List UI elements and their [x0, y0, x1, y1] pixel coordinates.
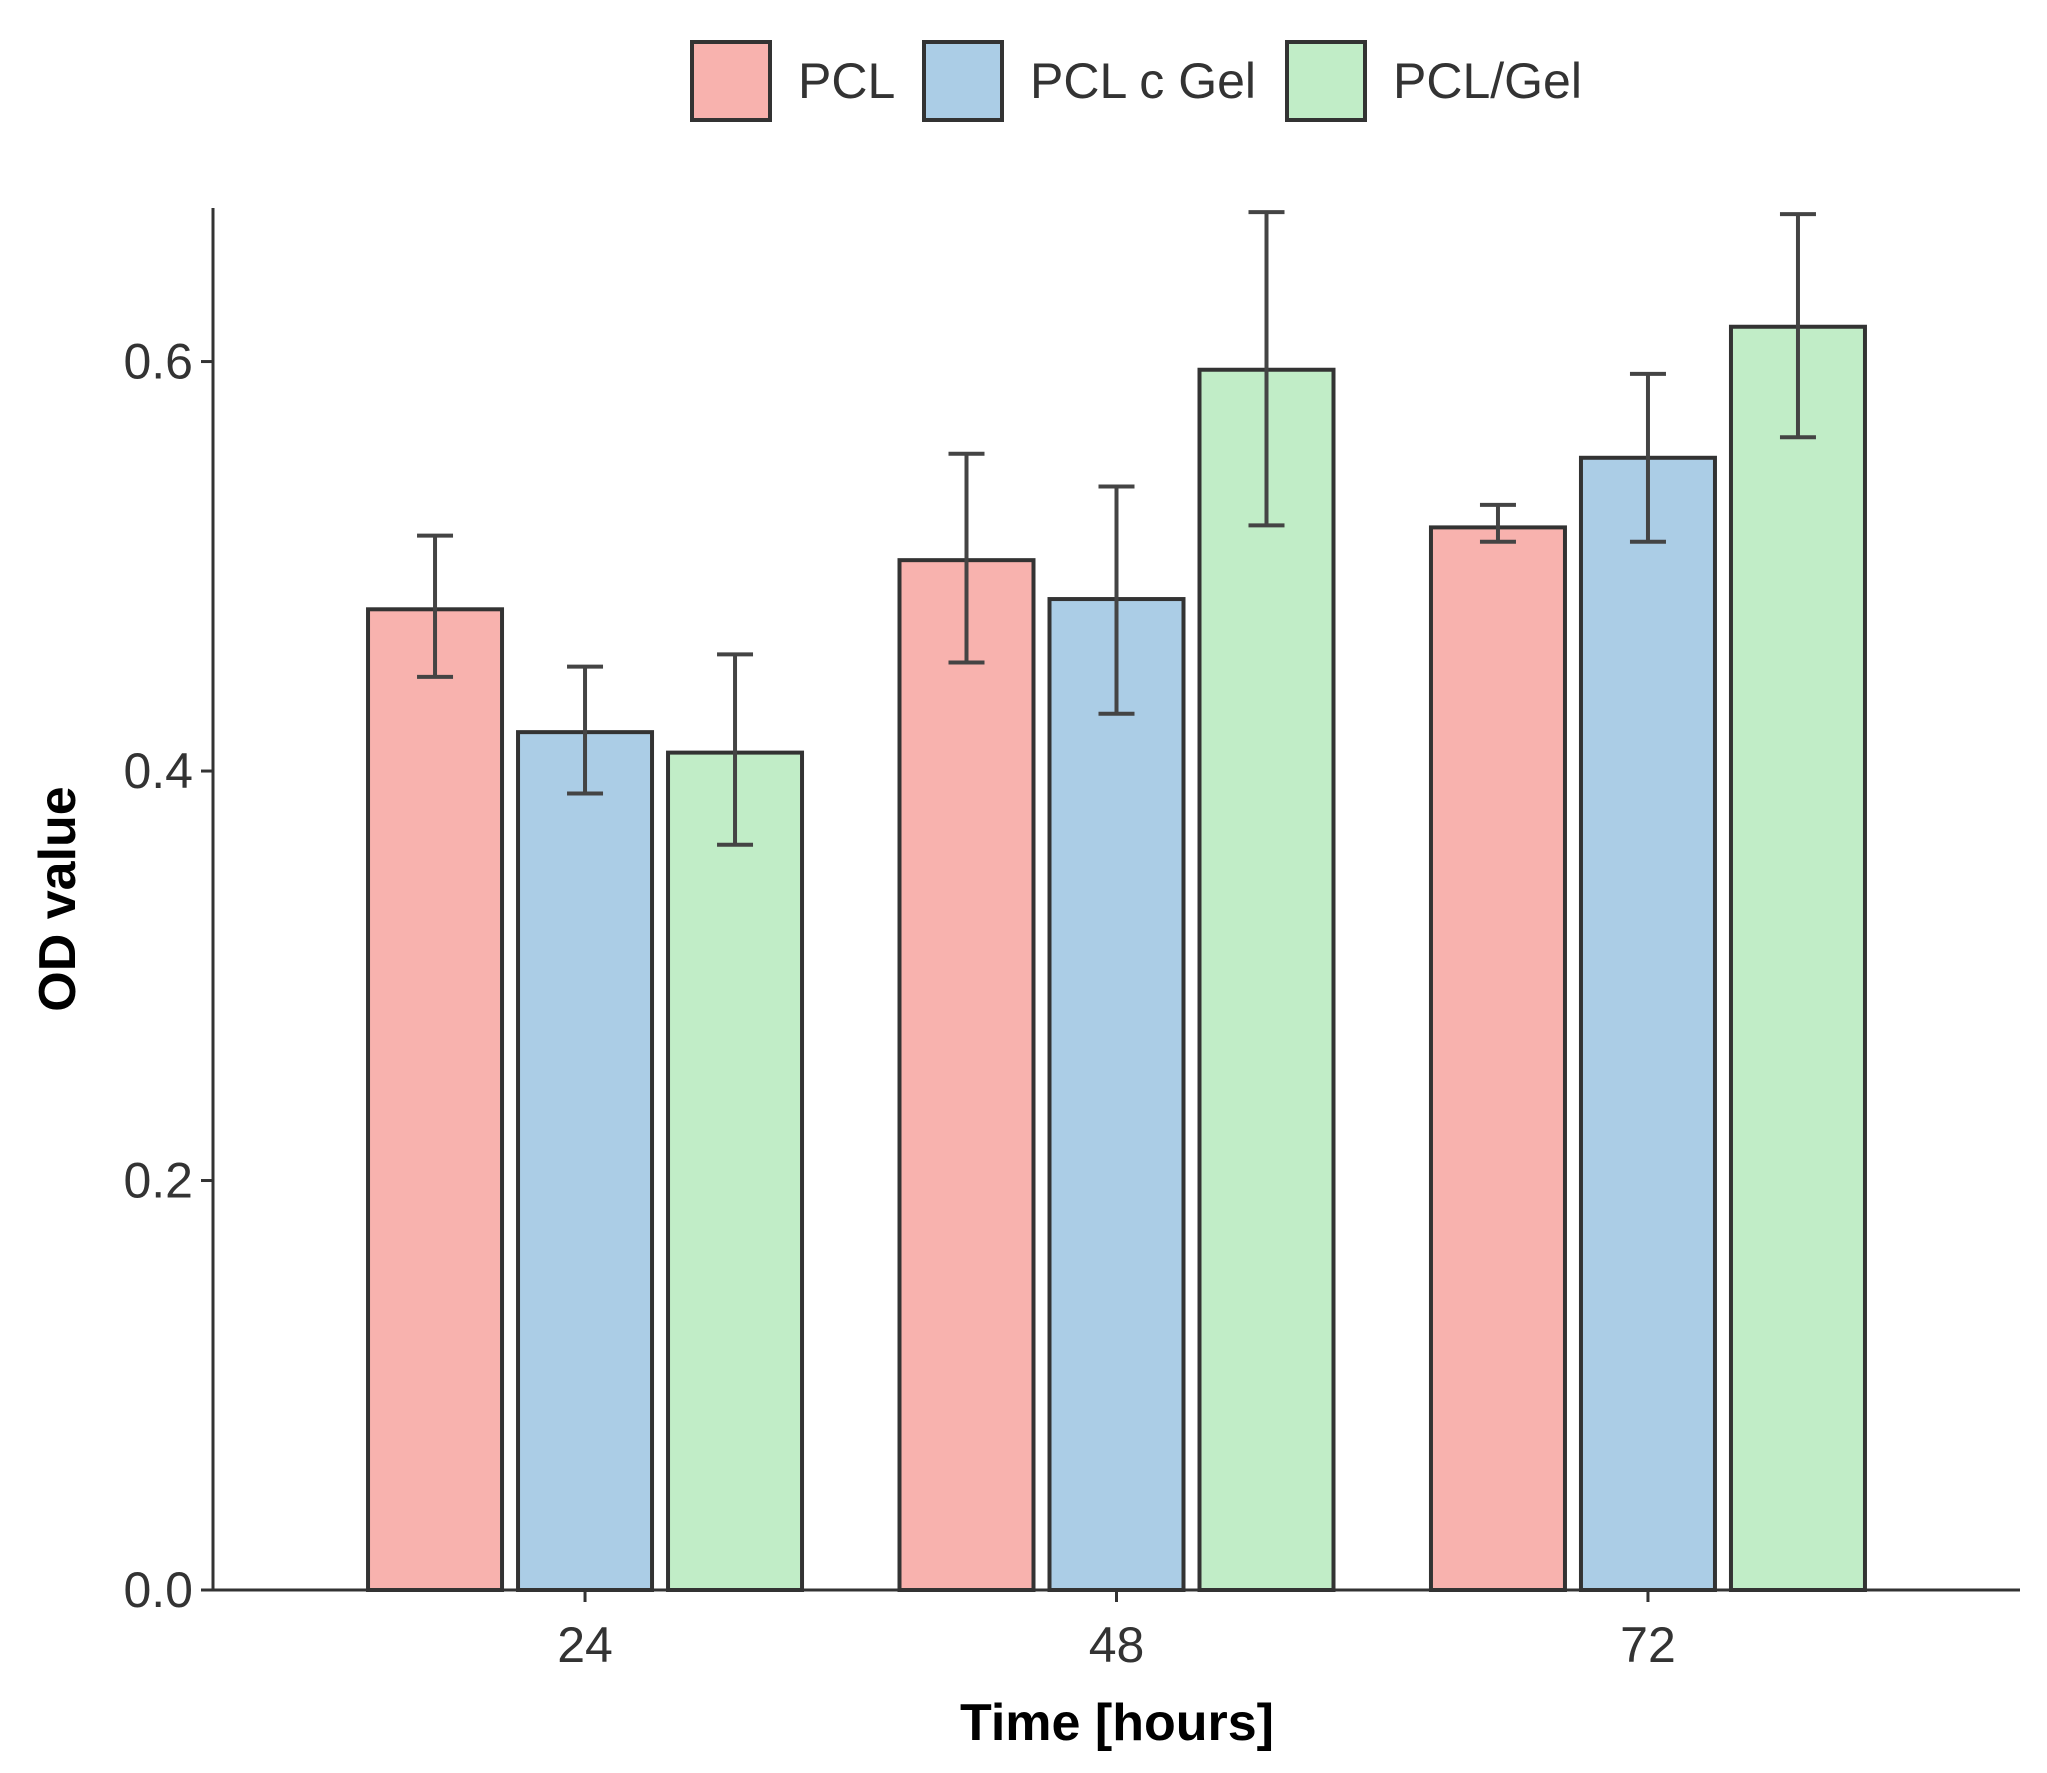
y-tick-label: 0.6 — [123, 334, 193, 390]
error-bars — [417, 210, 1816, 847]
x-axis-title: Time [hours] — [960, 1694, 1274, 1752]
bar-pcl-48h — [897, 558, 1036, 1592]
y-tick-label: 0.2 — [123, 1153, 193, 1209]
legend-swatch — [922, 40, 1004, 122]
bar-pcl-gel-24h — [666, 750, 805, 1592]
legend-swatch — [690, 40, 772, 122]
bar-series — [366, 324, 1867, 1593]
bar-pcl-24h — [366, 607, 505, 1592]
error-bar — [417, 533, 454, 679]
legend-label: PCL — [798, 53, 895, 109]
bar-pcl-c-gel-48h — [1047, 597, 1186, 1592]
legend-item: PCL c Gel — [922, 40, 1256, 122]
bar-pcl-c-gel-72h — [1578, 455, 1717, 1592]
legend-label: PCL c Gel — [1030, 53, 1256, 109]
bar-pcl-gel-72h — [1728, 324, 1867, 1592]
error-bar — [567, 664, 604, 796]
y-ticks: 0.0 0.2 0.4 0.6 — [123, 334, 213, 1618]
error-bar — [1248, 210, 1285, 528]
bar-pcl-gel-48h — [1197, 367, 1336, 1592]
y-axis-title: OD value — [29, 786, 87, 1011]
x-tick-label: 72 — [1620, 1617, 1676, 1673]
error-bar — [717, 652, 754, 847]
legend-label: PCL/Gel — [1393, 53, 1582, 109]
x-ticks: 24 48 72 — [557, 1590, 1676, 1673]
error-bar — [1779, 212, 1816, 440]
legend-swatch — [1285, 40, 1367, 122]
x-tick-label: 24 — [557, 1617, 613, 1673]
x-tick-label: 48 — [1089, 1617, 1145, 1673]
bar-pcl-72h — [1428, 525, 1567, 1593]
y-tick-label: 0.0 — [123, 1562, 193, 1618]
legend: PCL PCL c Gel PCL/Gel — [690, 40, 1582, 122]
legend-item: PCL — [690, 40, 895, 122]
error-bar — [1479, 502, 1516, 544]
error-bar — [1098, 484, 1135, 716]
bar-pcl-c-gel-24h — [516, 730, 655, 1592]
legend-item: PCL/Gel — [1285, 40, 1582, 122]
y-tick-label: 0.4 — [123, 743, 193, 799]
error-bar — [948, 451, 985, 665]
error-bar — [1629, 371, 1666, 544]
